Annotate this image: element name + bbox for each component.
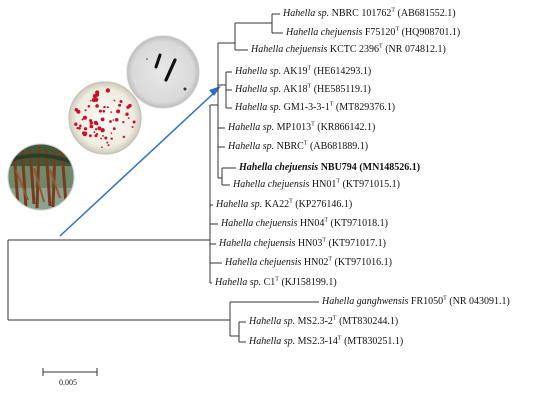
colony-dot [122,135,126,139]
colony-dot [119,100,123,103]
leaf-label: Hahella chejuensis HN03T (KT971017.1) [219,237,386,249]
colony-dot [94,128,98,131]
colony-dot [89,124,94,129]
colony-dot [83,115,87,120]
leaf-label: Hahella sp. NBRC 101762T (AB681552.1) [283,7,456,19]
leaf-label: Hahella sp. KA22T (KP276146.1) [216,198,353,210]
colony-dot [95,90,100,95]
colony-dot [81,118,84,121]
red-colonies-plate-photo [69,82,141,154]
mangrove-roots-photo [8,144,74,210]
leaf-label: Hahella sp. MS2.3-2T (MT830244.1) [249,315,399,327]
colony-dot [132,120,136,124]
leaf-label: Hahella sp. C1T (KJ158199.1) [215,276,337,288]
colony-dot [102,135,104,137]
colony-dot [112,119,115,121]
colony-dot [127,117,130,119]
colony-dot [82,132,87,137]
colony-dot [110,132,113,134]
colony-dot [83,127,88,131]
colony-dot [101,146,103,148]
colony-dot [125,112,129,116]
colony-dot [110,111,113,113]
highlighted-strain-label: Hahella chejuensis NBU794 (MN148526.1) [239,162,421,173]
colony-dot [89,134,92,138]
gram-stain-micrograph-photo [127,36,199,108]
tree-branches [7,13,319,376]
leaf-label: Hahella sp. GM1-3-3-1T (MT829376.1) [235,101,396,113]
colony-dot [74,122,78,126]
leaf-label: Hahella chejuensis HN04T (KT971018.1) [221,217,388,229]
colony-dot [114,118,119,122]
colony-dot [95,133,99,136]
colony-dot [100,128,105,133]
colony-dot [126,105,130,109]
colony-dot [93,120,98,125]
colony-dot [113,99,116,102]
colony-dot [79,124,82,128]
colony-dot [93,97,99,102]
colony-dot [102,110,106,113]
colony-dot [104,136,108,140]
colony-dot [98,109,102,113]
colony-dot [103,105,106,109]
colony-dot [109,120,112,123]
colony-dot [107,144,110,147]
colony-dot [100,117,105,122]
colony-dot [90,100,92,102]
leaf-label: Hahella ganghwensis FR1050T (NR 043091.1… [322,295,510,307]
leaf-label: Hahella sp. MP1013T (KR866142.1) [228,121,376,133]
colony-dot [106,141,109,144]
colony-dot [89,119,93,123]
leaf-label: Hahella sp. MS2.3-14T (MT830251.1) [249,335,404,347]
scale-bar-label: 0.005 [59,378,77,387]
colony-dot [118,103,122,107]
colony-dot [87,105,91,108]
leaf-label: Hahella chejuensis F75120T (HQ908701.1) [286,26,461,38]
leaf-label: Hahella chejuensis HN01T (KT971015.1) [233,178,400,190]
colony-dot [74,108,79,112]
colony-dot [76,127,79,130]
leaf-label: Hahella sp. NBRCT (AB681889.1) [228,140,369,152]
colony-dot [95,104,99,108]
colony-dot [106,106,109,109]
colony-dot [84,109,87,112]
leaf-label: Hahella chejuensis KCTC 2396T (NR 074812… [251,43,446,55]
colony-dot [122,121,125,124]
colony-dot [110,137,113,140]
colony-dot [93,131,96,134]
colony-dot [97,126,102,131]
leaf-label: Hahella chejuensis HN02T (KT971016.1) [225,256,392,268]
colony-dot [105,88,111,93]
colony-dot [100,137,102,140]
colony-dot [112,127,116,131]
leaf-label: Hahella sp. AK19T (HE614293.1) [235,65,372,77]
colony-dot [78,126,81,130]
colony-dot [131,126,134,128]
leaf-label: Hahella sp. AK18T (HE585119.1) [235,83,371,95]
colony-dot [89,122,92,125]
colony-dot [116,109,121,114]
